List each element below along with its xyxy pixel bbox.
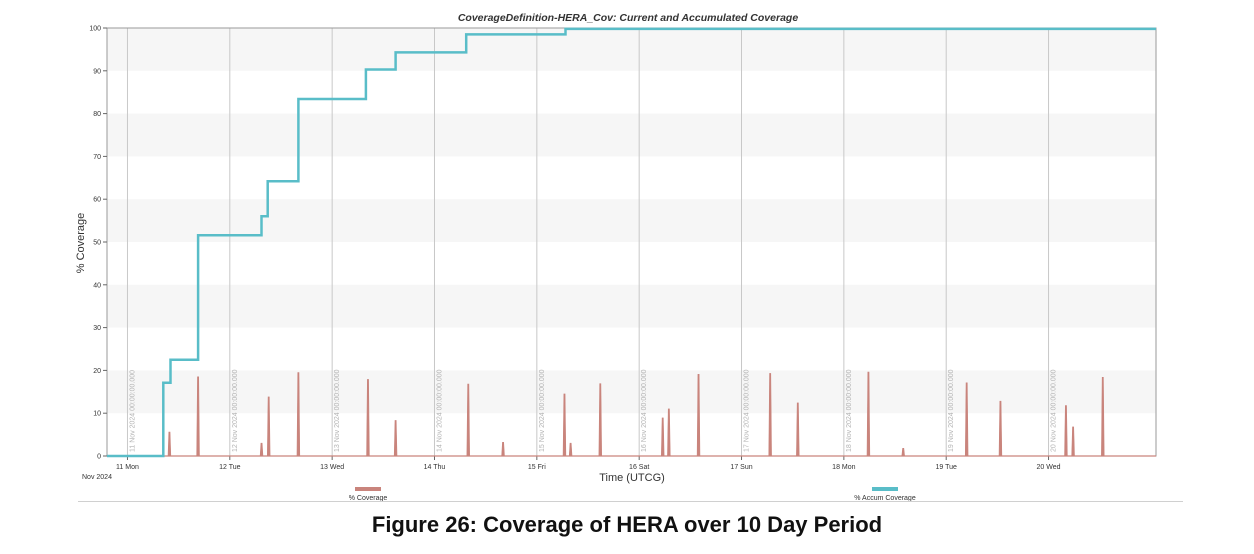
gridline-date-label: 20 Nov 2024 00:00:00.000 <box>1051 369 1058 452</box>
y-tick-label: 10 <box>93 411 101 418</box>
x-tick-label: 19 Tue <box>935 464 957 471</box>
caption-divider <box>78 501 1183 502</box>
y-tick-label: 0 <box>97 454 101 461</box>
figure-caption: Figure 26: Coverage of HERA over 10 Day … <box>371 512 883 537</box>
current-coverage-spike <box>796 402 800 457</box>
current-coverage-spike <box>598 383 602 457</box>
legend-swatch <box>872 487 898 491</box>
current-coverage-spike <box>768 373 772 457</box>
current-coverage-spike <box>259 442 264 457</box>
legend: % Coverage % Accum Coverage <box>349 487 916 502</box>
y-tick-label: 100 <box>89 26 101 33</box>
current-coverage-spike <box>696 373 701 457</box>
y-tick-label: 20 <box>93 368 101 375</box>
current-coverage-spike <box>393 420 398 457</box>
band <box>107 199 1156 242</box>
current-coverage-spike <box>562 393 567 457</box>
x-axis-month-label: Nov 2024 <box>82 474 112 481</box>
x-tick-label: 17 Sun <box>730 464 752 471</box>
x-tick-label: 20 Wed <box>1037 464 1061 471</box>
current-coverage-spike <box>1064 405 1068 457</box>
y-tick-label: 90 <box>93 68 101 75</box>
current-coverage-spike <box>998 400 1003 457</box>
coverage-chart: 11 Nov 2024 00:00:00.000 12 Nov 2024 00:0… <box>75 12 1157 502</box>
chart-title: CoverageDefinition-HERA_Cov: Current and… <box>458 12 798 24</box>
y-tick-label: 70 <box>93 154 101 161</box>
y-tick-label: 30 <box>93 325 101 332</box>
x-axis: 11 Mon 12 Tue 13 Wed 14 Thu 15 Fri 16 Sat 17 S… <box>116 456 1061 471</box>
gridline-date-label: 18 Nov 2024 00:00:00.000 <box>846 369 853 452</box>
gridline-date-label: 11 Nov 2024 00:00:00.000 <box>129 370 136 452</box>
gridline-date-label: 14 Nov 2024 00:00:00.000 <box>436 369 443 452</box>
x-tick-label: 15 Fri <box>528 464 546 471</box>
current-coverage-spike <box>667 408 671 457</box>
current-coverage-spike <box>568 442 573 457</box>
current-coverage-spike <box>661 417 665 457</box>
current-coverage-spike <box>366 379 370 457</box>
x-tick-label: 12 Tue <box>219 464 241 471</box>
gridline-date-label: 16 Nov 2024 00:00:00.000 <box>641 369 648 452</box>
x-tick-label: 13 Wed <box>320 464 344 471</box>
band <box>107 113 1156 157</box>
current-coverage-spike <box>501 442 505 457</box>
current-coverage-spike <box>296 372 301 457</box>
current-coverage-spike <box>1101 376 1105 457</box>
gridline-date-label: 12 Nov 2024 00:00:00.000 <box>232 369 239 452</box>
current-coverage-spike <box>196 376 200 457</box>
current-coverage-spike <box>866 371 871 457</box>
y-axis-label: % Coverage <box>75 213 87 274</box>
legend-swatch <box>355 487 381 491</box>
y-tick-label: 80 <box>93 111 101 118</box>
band <box>107 284 1156 328</box>
x-tick-label: 14 Thu <box>424 464 446 471</box>
legend-label: % Coverage <box>349 495 388 502</box>
gridline-date-label: 17 Nov 2024 00:00:00.000 <box>744 369 751 452</box>
current-coverage-spike <box>167 431 172 457</box>
gridline-date-label: 13 Nov 2024 00:00:00.000 <box>334 369 341 452</box>
x-tick-label: 11 Mon <box>116 464 139 471</box>
y-tick-label: 40 <box>93 282 101 289</box>
current-coverage-spike <box>466 383 470 457</box>
current-coverage-spike <box>1071 426 1075 457</box>
x-axis-label: Time (UTCG) <box>599 472 665 484</box>
y-axis: 0 10 20 30 40 50 60 70 80 90 100 <box>89 26 107 461</box>
x-tick-label: 18 Mon <box>832 464 855 471</box>
band <box>107 370 1156 414</box>
gridline-date-label: 19 Nov 2024 00:00:00.000 <box>948 369 955 452</box>
gridline-date-label: 15 Nov 2024 00:00:00.000 <box>539 369 546 452</box>
y-tick-label: 60 <box>93 197 101 204</box>
x-tick-label: 16 Sat <box>629 464 649 471</box>
current-coverage-spike <box>266 396 271 457</box>
current-coverage-spike <box>901 447 905 457</box>
accum-coverage-series-line <box>107 27 1156 458</box>
background-bands <box>107 28 1156 414</box>
y-tick-label: 50 <box>93 240 101 247</box>
gridline-date-labels: 11 Nov 2024 00:00:00.000 12 Nov 2024 00:0… <box>129 369 1057 452</box>
current-coverage-series <box>107 371 1156 457</box>
legend-label: % Accum Coverage <box>854 495 916 502</box>
band <box>107 28 1156 71</box>
current-coverage-spike <box>964 382 969 457</box>
